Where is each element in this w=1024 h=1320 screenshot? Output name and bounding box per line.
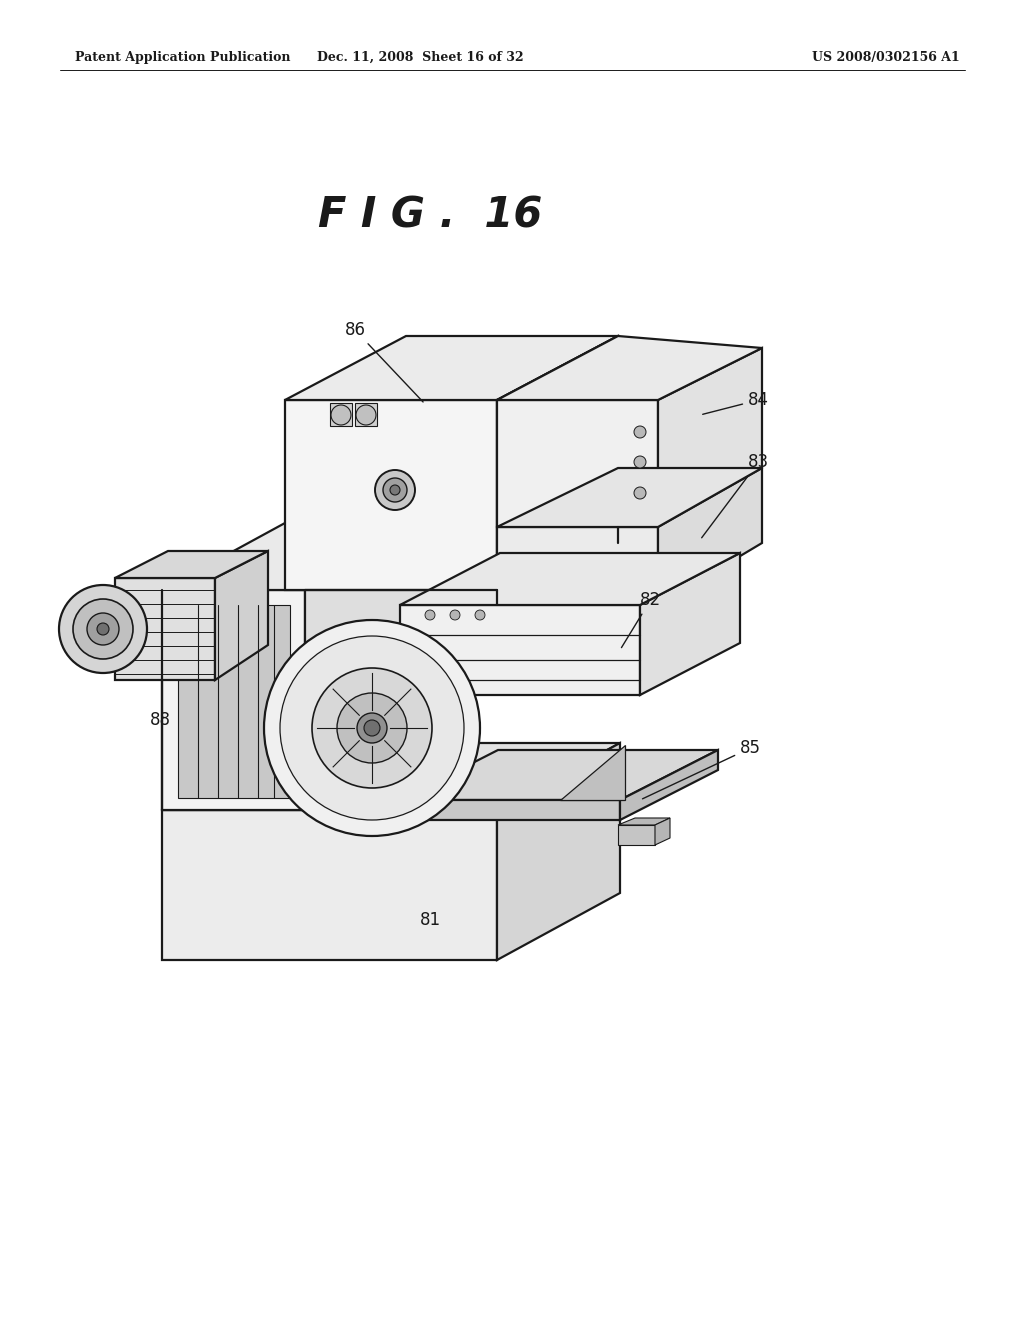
Polygon shape <box>658 469 762 605</box>
Polygon shape <box>658 348 762 527</box>
Circle shape <box>73 599 133 659</box>
Circle shape <box>634 426 646 438</box>
Polygon shape <box>497 337 762 400</box>
Polygon shape <box>330 403 352 426</box>
Polygon shape <box>162 590 305 810</box>
Text: F I G .  16: F I G . 16 <box>317 194 542 236</box>
Circle shape <box>59 585 147 673</box>
Polygon shape <box>620 750 718 820</box>
Circle shape <box>634 455 646 469</box>
Text: 86: 86 <box>344 321 423 403</box>
Circle shape <box>425 610 435 620</box>
Polygon shape <box>400 553 740 605</box>
Circle shape <box>357 713 387 743</box>
Polygon shape <box>115 578 215 680</box>
Circle shape <box>390 484 400 495</box>
Text: Patent Application Publication: Patent Application Publication <box>75 50 291 63</box>
Text: 82: 82 <box>622 591 662 648</box>
Circle shape <box>87 612 119 645</box>
Circle shape <box>364 719 380 737</box>
Polygon shape <box>400 800 620 820</box>
Polygon shape <box>162 743 620 810</box>
Text: US 2008/0302156 A1: US 2008/0302156 A1 <box>812 50 961 63</box>
Polygon shape <box>618 818 670 825</box>
Polygon shape <box>215 550 268 680</box>
Text: 85: 85 <box>642 739 761 799</box>
Polygon shape <box>305 523 428 810</box>
Circle shape <box>634 487 646 499</box>
Circle shape <box>375 470 415 510</box>
Polygon shape <box>285 400 497 590</box>
Polygon shape <box>640 553 740 696</box>
Circle shape <box>97 623 109 635</box>
Polygon shape <box>115 550 268 578</box>
Text: 81: 81 <box>420 911 440 929</box>
Polygon shape <box>497 743 620 960</box>
Text: 84: 84 <box>702 391 769 414</box>
Polygon shape <box>285 337 618 400</box>
Polygon shape <box>560 744 625 800</box>
Polygon shape <box>497 527 658 605</box>
Polygon shape <box>618 825 655 845</box>
Circle shape <box>331 405 351 425</box>
Polygon shape <box>655 818 670 845</box>
Text: 88: 88 <box>150 711 171 729</box>
Polygon shape <box>497 469 762 527</box>
Polygon shape <box>162 523 428 590</box>
Circle shape <box>312 668 432 788</box>
Polygon shape <box>178 605 290 799</box>
Polygon shape <box>497 337 618 590</box>
Circle shape <box>383 478 407 502</box>
Circle shape <box>450 610 460 620</box>
Text: Dec. 11, 2008  Sheet 16 of 32: Dec. 11, 2008 Sheet 16 of 32 <box>316 50 523 63</box>
Circle shape <box>356 405 376 425</box>
Circle shape <box>475 610 485 620</box>
Polygon shape <box>400 750 718 800</box>
Text: 83: 83 <box>701 453 769 537</box>
Polygon shape <box>497 400 658 527</box>
Circle shape <box>264 620 480 836</box>
Circle shape <box>337 693 407 763</box>
Polygon shape <box>400 605 640 696</box>
Circle shape <box>280 636 464 820</box>
Polygon shape <box>162 810 497 960</box>
Polygon shape <box>355 403 377 426</box>
